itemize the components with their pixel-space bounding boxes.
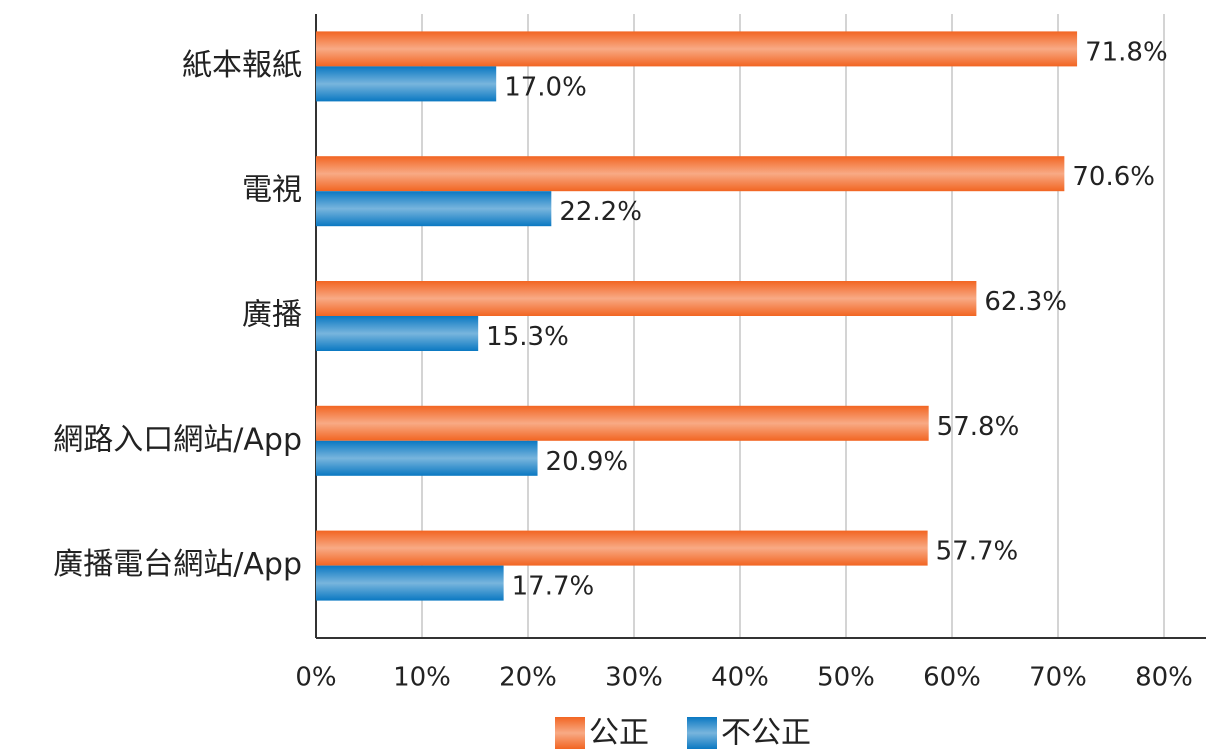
- value-label: 57.8%: [937, 412, 1020, 442]
- bar: [316, 565, 504, 601]
- value-label: 17.7%: [512, 572, 595, 602]
- y-tick-label: 網路入口網站/App: [53, 422, 302, 457]
- y-tick-label: 紙本報紙: [182, 48, 302, 83]
- bar: [316, 405, 929, 441]
- bar: [316, 31, 1078, 67]
- y-tick-label: 廣播: [242, 298, 302, 333]
- value-label: 20.9%: [546, 447, 629, 477]
- x-tick-label: 60%: [923, 663, 981, 693]
- bar: [316, 156, 1065, 192]
- bar: [316, 530, 928, 566]
- x-tick-label: 70%: [1029, 663, 1087, 693]
- bar: [316, 281, 977, 316]
- x-tick-label: 20%: [499, 663, 557, 693]
- y-tick-label: 廣播電台網站/App: [53, 547, 302, 582]
- x-tick-label: 40%: [711, 663, 769, 693]
- value-label: 15.3%: [486, 322, 569, 352]
- x-tick-label: 30%: [605, 663, 663, 693]
- legend-label: 不公正: [721, 716, 811, 751]
- x-tick-label: 10%: [393, 663, 451, 693]
- legend-swatch: [555, 717, 585, 749]
- x-tick-label: 80%: [1135, 663, 1193, 693]
- value-label: 17.0%: [504, 72, 587, 102]
- legend-label: 公正: [589, 716, 649, 751]
- bar: [316, 191, 552, 227]
- y-tick-label: 電視: [242, 173, 302, 208]
- value-label: 57.7%: [936, 537, 1019, 567]
- value-label: 62.3%: [984, 287, 1067, 317]
- legend-swatch: [687, 717, 717, 749]
- value-label: 70.6%: [1072, 162, 1155, 192]
- bar: [316, 316, 479, 351]
- x-tick-label: 50%: [817, 663, 875, 693]
- bar: [316, 66, 497, 102]
- value-label: 22.2%: [559, 197, 642, 227]
- value-label: 71.8%: [1085, 37, 1168, 67]
- bar: [316, 440, 538, 476]
- x-tick-label: 0%: [295, 663, 336, 693]
